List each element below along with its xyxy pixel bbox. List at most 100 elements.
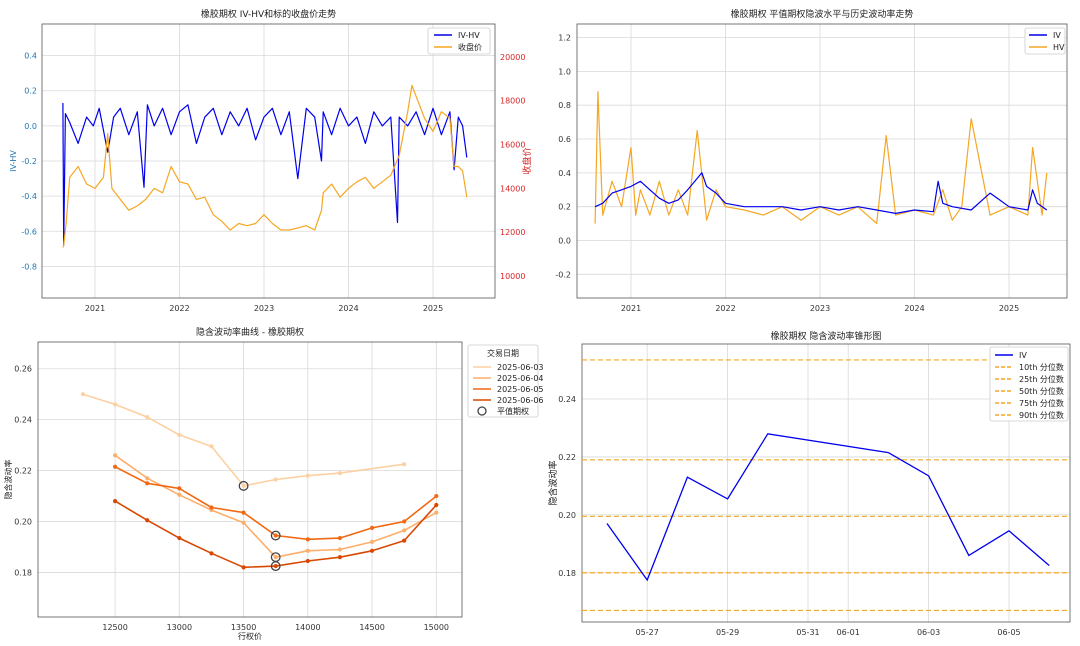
y-tick-label: 0.0: [24, 122, 37, 131]
data-point: [273, 555, 278, 560]
x-tick-label: 2022: [169, 304, 189, 313]
data-point: [434, 493, 439, 499]
legend-box: [467, 344, 539, 418]
legend-label: 90th 分位数: [1019, 410, 1064, 420]
data-point: [80, 392, 86, 397]
legend-label: 2025-06-03: [497, 363, 544, 372]
data-point: [369, 525, 375, 530]
series-line-iv-hv: [62, 102, 468, 246]
data-point: [305, 558, 310, 564]
x-tick-label: 2022: [715, 304, 735, 313]
y-tick-label: -0.8: [21, 262, 37, 271]
y2-tick-label: 12000: [500, 228, 525, 237]
x-tick-label: 2021: [621, 304, 641, 313]
y-tick-label: 0.24: [558, 395, 576, 404]
y-tick-label: 0.6: [558, 135, 571, 144]
legend-label: IV: [1019, 351, 1027, 360]
x-tick-label: 06-03: [917, 628, 940, 637]
y2-tick-label: 10000: [500, 272, 525, 281]
chart-title: 橡胶期权 平值期权隐波水平与历史波动率走势: [731, 8, 914, 20]
legend-title: 交易日期: [487, 348, 519, 358]
data-point: [177, 486, 182, 491]
legend-swatch: [477, 406, 487, 416]
data-point: [241, 520, 246, 525]
y-tick-label: 1.2: [558, 34, 571, 43]
x-tick-label: 15000: [424, 623, 449, 632]
data-point: [209, 505, 214, 510]
chart-iv-hv-close: 橡胶期权 IV-HV和标的收盘价走势 2021 2022 2023 2024 2025 -0…: [9, 8, 533, 313]
y2-tick-label: 20000: [500, 53, 525, 62]
data-point: [112, 453, 118, 458]
x-tick-label: 05-27: [636, 628, 659, 637]
y2-axis-label: 收盘价: [521, 147, 533, 174]
y-tick-label: 0.24: [14, 416, 32, 425]
y-tick-label: 1.0: [558, 67, 571, 76]
series-line-close-price: [62, 84, 468, 248]
x-tick-label: 2025: [999, 304, 1019, 313]
x-tick-label: 13500: [231, 623, 256, 632]
plot-frame: [37, 341, 463, 618]
y2-tick-label: 14000: [500, 184, 525, 193]
legend-label: 平值期权: [497, 406, 529, 416]
y-tick-label: 0.8: [558, 101, 571, 110]
series-line-hv: [594, 91, 1048, 225]
x-tick-label: 2024: [904, 304, 924, 313]
data-point: [305, 537, 310, 542]
series-line-iv: [606, 433, 1050, 582]
x-tick-label: 14000: [295, 623, 320, 632]
legend-label: 10th 分位数: [1019, 362, 1064, 372]
data-point: [402, 519, 407, 524]
data-point: [177, 535, 182, 541]
data-point: [112, 464, 118, 469]
y-tick-label: -0.4: [21, 192, 37, 201]
legend-label: 2025-06-06: [497, 396, 544, 405]
data-point: [402, 462, 407, 467]
y-tick-label: 0.20: [558, 511, 576, 520]
legend-label: 25th 分位数: [1019, 374, 1064, 384]
x-tick-label: 2023: [810, 304, 830, 313]
chart-iv-cone: 橡胶期权 隐含波动率锥形图 05-27 05-29 05-31 06-01 06-03 06…: [547, 330, 1071, 637]
plot-frame: [576, 23, 1068, 299]
chart-iv-smile: 隐含波动率曲线 - 橡胶期权 12500 13000 13500 14000 14500 1…: [3, 326, 544, 641]
data-point: [241, 483, 246, 488]
legend-label: IV-HV: [458, 31, 480, 40]
x-tick-label: 06-05: [997, 628, 1020, 637]
data-point: [273, 563, 278, 569]
legend-label: IV: [1053, 31, 1061, 40]
data-point: [145, 476, 150, 481]
y-tick-label: 0.20: [14, 518, 32, 527]
data-point: [369, 539, 375, 544]
y-tick-label: 0.18: [14, 568, 32, 577]
chart-title: 隐含波动率曲线 - 橡胶期权: [196, 326, 304, 338]
x-tick-label: 14500: [359, 623, 384, 632]
y-tick-label: 0.18: [558, 569, 576, 578]
data-point: [241, 510, 246, 515]
data-point: [145, 518, 150, 523]
series-line-2025-06-03: [82, 393, 405, 487]
y-tick-label: -0.2: [21, 157, 37, 166]
legend-label: HV: [1053, 43, 1065, 52]
data-point: [112, 402, 118, 407]
data-point: [209, 444, 214, 449]
y-tick-label: 0.0: [558, 236, 571, 245]
data-point: [434, 502, 439, 508]
data-point: [145, 415, 150, 420]
atm-marker: [270, 561, 281, 572]
y2-tick-label: 16000: [500, 141, 525, 150]
y2-tick-label: 18000: [500, 97, 525, 106]
y-tick-label: 0.4: [558, 169, 571, 178]
y-tick-label: -0.2: [555, 270, 571, 279]
y-tick-label: 0.22: [558, 453, 576, 462]
x-tick-label: 06-01: [837, 628, 860, 637]
data-point: [305, 473, 310, 478]
data-point: [145, 481, 150, 486]
data-point: [209, 551, 214, 556]
chart-iv-hv-levels: 橡胶期权 平值期权隐波水平与历史波动率走势 2021 2022 2023 2024 202…: [555, 8, 1068, 313]
y-tick-label: -0.6: [21, 227, 37, 236]
y-tick-label: 0.2: [558, 203, 571, 212]
data-point: [273, 533, 278, 538]
data-point: [273, 477, 278, 482]
data-point: [337, 471, 343, 476]
atm-marker: [238, 480, 249, 491]
